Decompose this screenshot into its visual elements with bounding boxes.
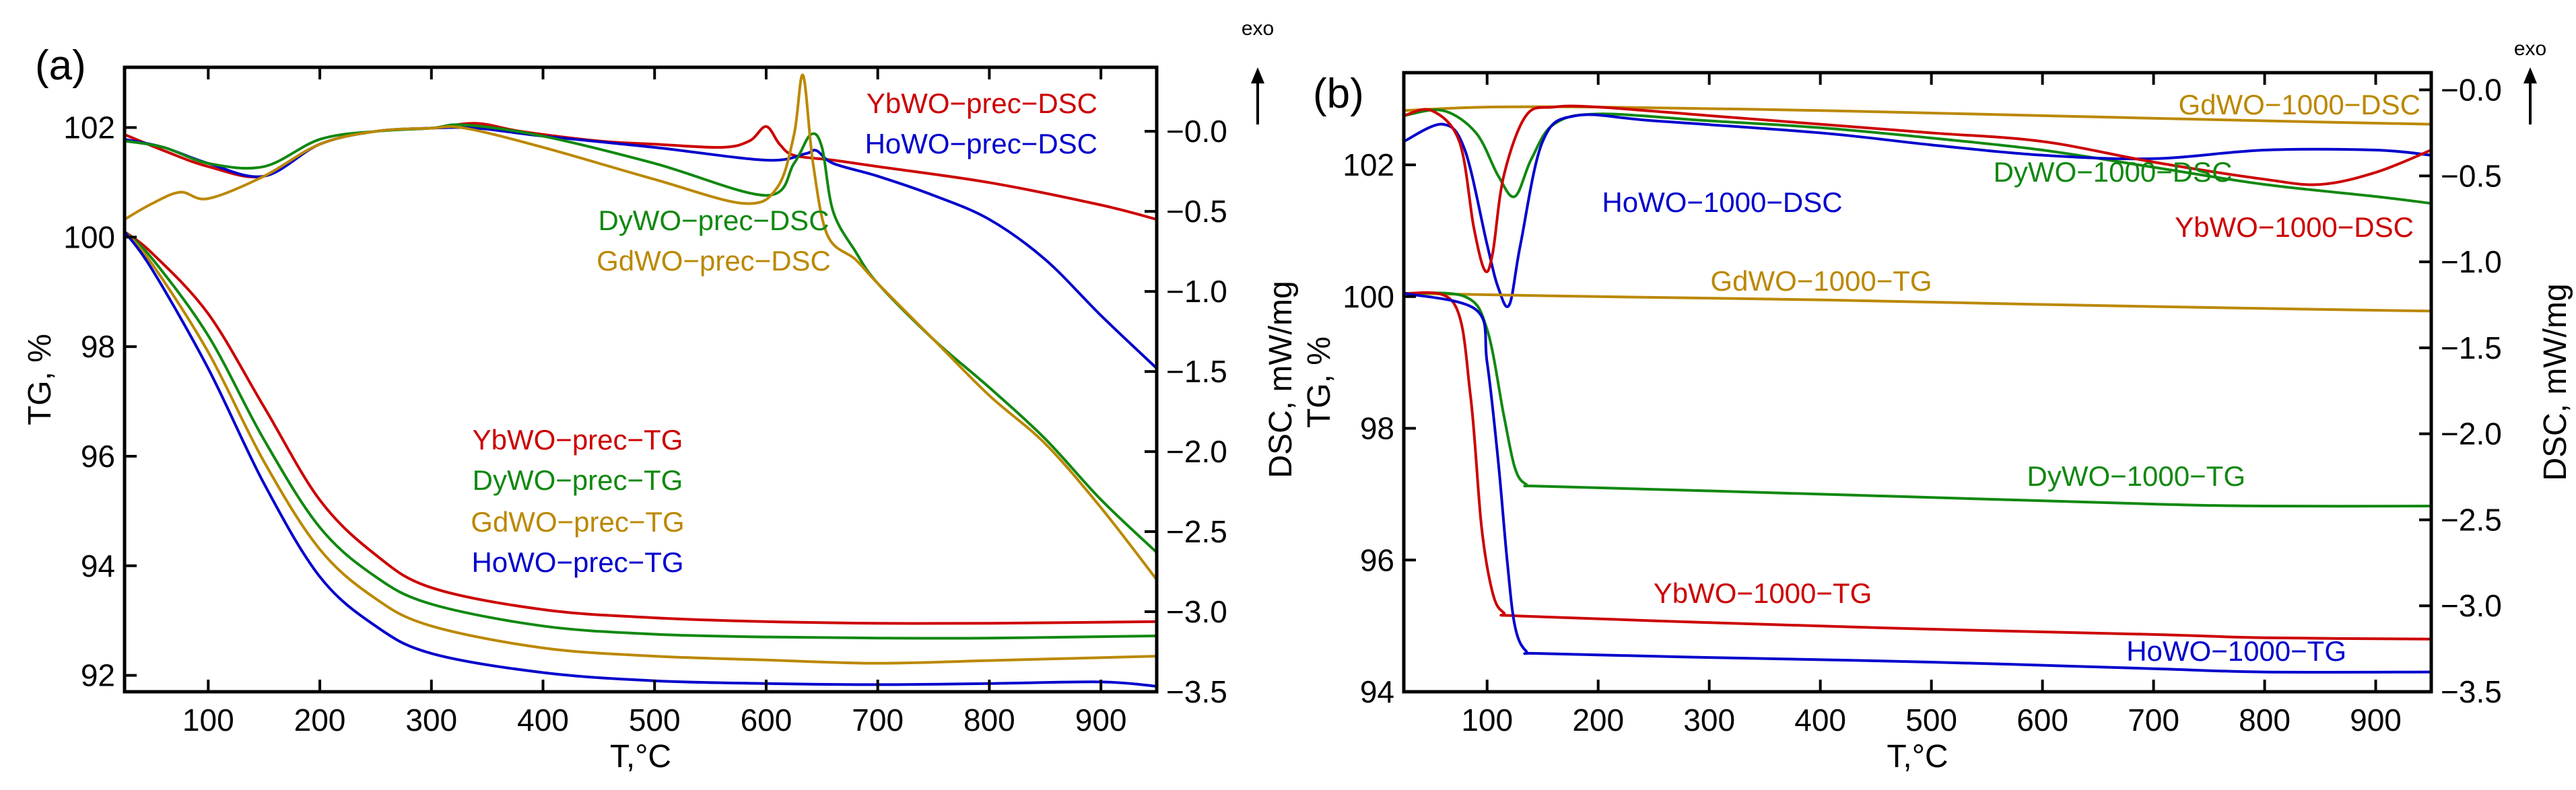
y-right-tick-label: −0.0	[2441, 73, 2502, 108]
x-axis-label: T,°C	[610, 739, 671, 775]
y-right-axis-label: DSC, mW/mg	[1263, 281, 1299, 478]
y-right-tick-label: −2.0	[2441, 417, 2502, 452]
panel-label: (a)	[35, 42, 86, 89]
series-annotation: GdWO−1000−DSC	[2178, 89, 2420, 120]
dywo-1000-tg-line	[1404, 291, 2431, 508]
exo-label: exo	[2514, 38, 2546, 60]
series-annotation: DyWO−1000−DSC	[1994, 156, 2233, 188]
panel-label: (b)	[1313, 71, 1364, 117]
y-left-tick-label: 98	[81, 329, 115, 364]
howo-1000-tg-line	[1404, 291, 2431, 674]
y-right-tick-label: −2.5	[1166, 514, 1227, 549]
series-annotation: YbWO−1000−DSC	[2175, 211, 2414, 243]
x-tick-label: 500	[629, 703, 681, 738]
y-left-tick-label: 102	[63, 110, 115, 145]
x-tick-label: 600	[2016, 703, 2068, 738]
series-annotation: DyWO−prec−TG	[473, 464, 683, 496]
y-left-axis-label: TG, %	[1301, 336, 1337, 428]
gdwo-1000-tg-line	[1404, 291, 2431, 313]
howo-1000-dsc-line	[1404, 113, 2431, 308]
series-annotation: GdWO−prec−TG	[471, 506, 684, 538]
x-tick-label: 400	[517, 703, 569, 738]
y-right-tick-label: −3.0	[2441, 588, 2502, 623]
y-right-tick-label: −3.5	[1166, 674, 1227, 709]
x-tick-label: 400	[1794, 703, 1846, 738]
y-left-tick-label: 94	[1360, 674, 1394, 709]
ybwo-1000-dsc-line	[1404, 104, 2431, 273]
y-right-tick-label: −1.5	[2441, 330, 2502, 365]
x-tick-label: 900	[2350, 703, 2402, 738]
x-tick-label: 300	[405, 703, 457, 738]
x-tick-label: 800	[963, 703, 1015, 738]
x-tick-label: 500	[1905, 703, 1957, 738]
exo-arrow-head	[2523, 67, 2537, 83]
plot-frame	[1402, 71, 2433, 694]
y-left-tick-label: 96	[81, 439, 115, 474]
panel-a: 100 200 300 400 500 600 700 800 900 92 94 96 98 100 10…	[22, 17, 1299, 775]
y-right-tick-label: −1.0	[2441, 244, 2502, 279]
ybwo-prec-tg-line	[125, 230, 1157, 625]
y-right-tick-label: −3.5	[2441, 674, 2502, 709]
series-annotation: GdWO−1000−TG	[1710, 265, 1932, 297]
series-annotation: DyWO−1000−TG	[2027, 460, 2245, 492]
x-tick-label: 700	[2128, 703, 2179, 738]
plot-frame	[123, 65, 1159, 694]
y-left-tick-label: 100	[1343, 279, 1394, 314]
x-tick-label: 900	[1075, 703, 1127, 738]
series-annotation: YbWO−1000−TG	[1654, 577, 1872, 609]
y-left-tick-label: 94	[81, 548, 115, 583]
y-right-tick-label: −1.5	[1166, 354, 1227, 389]
y-right-tick-label: −0.5	[2441, 158, 2502, 193]
dywo-prec-tg-line	[125, 230, 1157, 640]
gdwo-1000-dsc-line	[1404, 105, 2431, 126]
howo-prec-tg-line	[125, 231, 1157, 688]
y-left-tick-label: 98	[1360, 411, 1394, 446]
series-annotation: HoWO−prec−TG	[471, 546, 683, 578]
y-left-axis-label: TG, %	[22, 334, 58, 425]
howo-prec-dsc-line	[125, 126, 1157, 369]
series-annotation: YbWO−prec−DSC	[867, 87, 1097, 119]
x-tick-label: 700	[852, 703, 904, 738]
series-annotation: HoWO−prec−DSC	[865, 128, 1097, 159]
y-right-tick-label: −0.5	[1166, 194, 1227, 229]
exo-arrow-head	[1251, 67, 1264, 83]
gdwo-prec-tg-line	[125, 230, 1157, 665]
x-tick-label: 200	[1572, 703, 1624, 738]
x-tick-label: 800	[2239, 703, 2291, 738]
x-tick-label: 100	[1461, 703, 1513, 738]
y-right-tick-label: −0.0	[1166, 114, 1227, 149]
x-tick-label: 300	[1683, 703, 1735, 738]
x-tick-label: 100	[182, 703, 234, 738]
series-annotation: DyWO−prec−DSC	[598, 205, 829, 236]
y-right-axis-label: DSC, mW/mg	[2538, 283, 2573, 480]
series-annotation: HoWO−1000−TG	[2126, 635, 2346, 667]
panel-b: 100 200 300 400 500 600 700 800 900 94 96 98 100 102 −…	[1301, 38, 2573, 775]
dywo-1000-dsc-line	[1404, 108, 2431, 205]
y-left-tick-label: 100	[63, 219, 115, 254]
y-left-tick-label: 92	[81, 658, 115, 693]
x-tick-label: 600	[741, 703, 792, 738]
ybwo-1000-tg-line	[1404, 291, 2431, 641]
y-right-tick-label: −2.0	[1166, 434, 1227, 469]
gdwo-prec-dsc-line	[125, 73, 1157, 581]
x-axis-label: T,°C	[1887, 739, 1948, 775]
exo-label: exo	[1242, 17, 1274, 40]
y-right-tick-label: −1.0	[1166, 274, 1227, 309]
y-left-tick-label: 96	[1360, 542, 1394, 577]
series-annotation: GdWO−prec−DSC	[597, 245, 831, 277]
series-annotation: YbWO−prec−TG	[473, 424, 683, 456]
x-tick-label: 200	[294, 703, 346, 738]
series-annotation: HoWO−1000−DSC	[1602, 186, 1842, 218]
dywo-prec-dsc-line	[125, 123, 1157, 554]
y-left-tick-label: 102	[1343, 147, 1394, 182]
y-right-tick-label: −2.5	[2441, 502, 2502, 537]
y-right-tick-label: −3.0	[1166, 594, 1227, 629]
